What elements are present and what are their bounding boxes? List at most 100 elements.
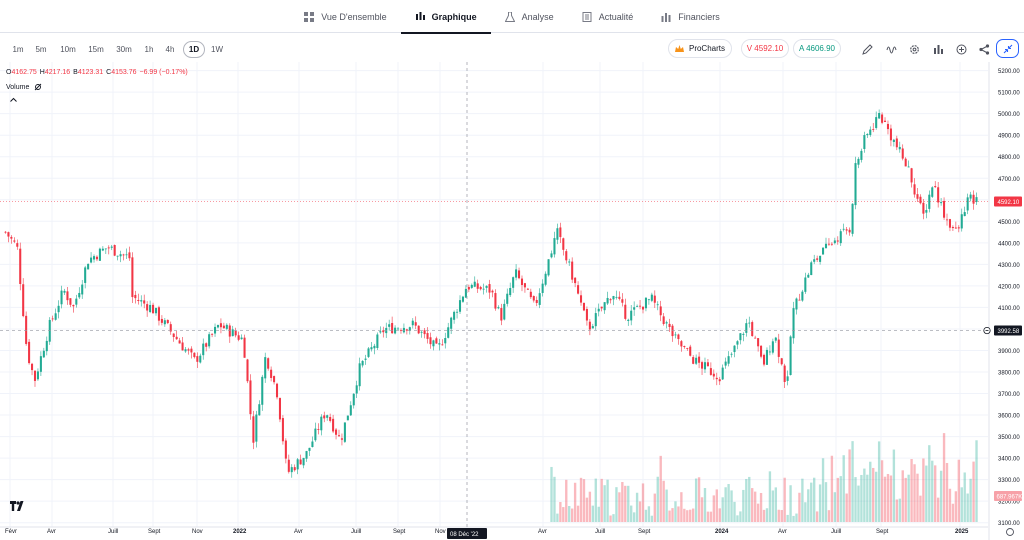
- tab-financials[interactable]: Financiers: [647, 0, 734, 33]
- candle-body: [854, 163, 857, 206]
- candle-body: [875, 117, 878, 128]
- volume-bar: [748, 476, 751, 522]
- candle-body: [677, 334, 680, 340]
- add-icon[interactable]: [954, 42, 968, 56]
- timeframe-1w[interactable]: 1W: [211, 45, 223, 54]
- volume-bar: [830, 455, 834, 522]
- grid-icon: [304, 11, 315, 22]
- candle-body: [175, 336, 178, 340]
- volume-bar: [662, 480, 665, 522]
- candle-body: [98, 248, 101, 261]
- collapse-fullscreen-icon[interactable]: [996, 39, 1019, 58]
- candle-body: [600, 306, 603, 309]
- timeframe-1m[interactable]: 1m: [12, 45, 24, 54]
- candle-body: [31, 363, 34, 371]
- price-axis-label: 4700.00: [998, 177, 1020, 183]
- candle-body: [125, 254, 128, 256]
- timeframe-30m[interactable]: 30m: [116, 45, 132, 54]
- candle-body: [904, 158, 907, 167]
- candle-body: [703, 362, 707, 370]
- volume-bar: [656, 476, 659, 522]
- settings-icon[interactable]: [907, 42, 921, 56]
- candle-body: [131, 257, 134, 298]
- volume-bar: [730, 490, 733, 522]
- timeframe-15m[interactable]: 15m: [88, 45, 104, 54]
- share-icon[interactable]: [977, 42, 991, 56]
- candle-body: [565, 251, 568, 261]
- candle-body: [727, 356, 730, 364]
- candle-body: [574, 277, 577, 284]
- candle-body: [665, 322, 668, 324]
- candle-body: [461, 296, 464, 302]
- candle-body: [36, 371, 39, 380]
- volume-bar: [960, 487, 963, 522]
- price-axis-label: 3200.00: [998, 500, 1020, 506]
- candle-body: [901, 148, 904, 159]
- eye-off-icon[interactable]: [34, 83, 42, 91]
- volume-bar: [603, 485, 606, 522]
- candle-body: [104, 248, 107, 250]
- candle-body: [597, 308, 600, 312]
- tradingview-logo[interactable]: [8, 498, 28, 514]
- candle-body: [432, 340, 435, 347]
- crosshair-price-label: 3992.58: [998, 329, 1020, 335]
- timeframe-5m[interactable]: 5m: [35, 45, 47, 54]
- candle-body: [16, 243, 19, 247]
- candle-body: [928, 194, 931, 209]
- time-axis-label: Sept: [393, 529, 406, 535]
- tab-analysis[interactable]: Analyse: [491, 0, 568, 33]
- volume-bar: [686, 510, 689, 522]
- volume-bar: [889, 475, 893, 522]
- candle-body: [163, 320, 166, 325]
- candle-body: [13, 240, 16, 242]
- procharts-button[interactable]: ProCharts: [668, 39, 732, 58]
- candle-body: [819, 255, 822, 262]
- timeframe-1h[interactable]: 1h: [144, 45, 154, 54]
- candle-body: [562, 238, 565, 250]
- candle-body: [137, 299, 140, 302]
- volume-bar: [777, 509, 780, 522]
- indicators-icon[interactable]: [884, 42, 898, 56]
- chart-type-icon[interactable]: [931, 42, 945, 56]
- tab-news[interactable]: Actualité: [568, 0, 648, 33]
- volume-bar: [807, 489, 810, 522]
- candle-body: [240, 337, 243, 340]
- candle-body: [408, 327, 411, 331]
- price-chart[interactable]: 5200.00 5100.00 5000.00 4900.00 4800.00 4700.…: [0, 62, 1024, 540]
- timeframe-10m[interactable]: 10m: [60, 45, 76, 54]
- volume-bar: [942, 433, 946, 522]
- candle-body: [754, 337, 757, 339]
- candle-body: [87, 263, 90, 270]
- candle-body: [488, 284, 491, 293]
- high-key: H: [39, 69, 45, 76]
- buy-button[interactable]: A 4606.90: [793, 39, 841, 58]
- candle-body: [550, 253, 553, 258]
- candle-body: [261, 376, 264, 405]
- candle-body: [470, 284, 473, 288]
- candle-body: [417, 325, 420, 334]
- timeframe-4h[interactable]: 4h: [165, 45, 175, 54]
- candle-body: [429, 337, 432, 345]
- volume-bar: [683, 508, 686, 522]
- candle-body: [975, 197, 978, 203]
- candle-body: [214, 326, 217, 334]
- volume-bar: [774, 487, 778, 522]
- low-key: B: [73, 69, 78, 76]
- volume-legend[interactable]: Volume: [6, 83, 42, 91]
- tab-chart[interactable]: Graphique: [400, 0, 491, 34]
- collapse-legend-button[interactable]: [6, 94, 21, 105]
- candle-body: [883, 120, 887, 122]
- volume-bar: [712, 495, 716, 522]
- tab-overview[interactable]: Vue D'ensemble: [290, 0, 400, 33]
- timeframe-1d[interactable]: 1D: [183, 41, 205, 58]
- candle-body: [526, 288, 529, 290]
- candle-body: [237, 335, 240, 340]
- sell-button[interactable]: V 4592.10: [741, 39, 789, 58]
- candle-body: [577, 285, 580, 294]
- candle-body: [228, 325, 231, 337]
- candle-body: [438, 343, 441, 345]
- crosshair-price-box: [994, 325, 1022, 336]
- flask-icon: [504, 11, 515, 22]
- candle-body: [751, 322, 754, 337]
- pencil-icon[interactable]: [860, 42, 874, 56]
